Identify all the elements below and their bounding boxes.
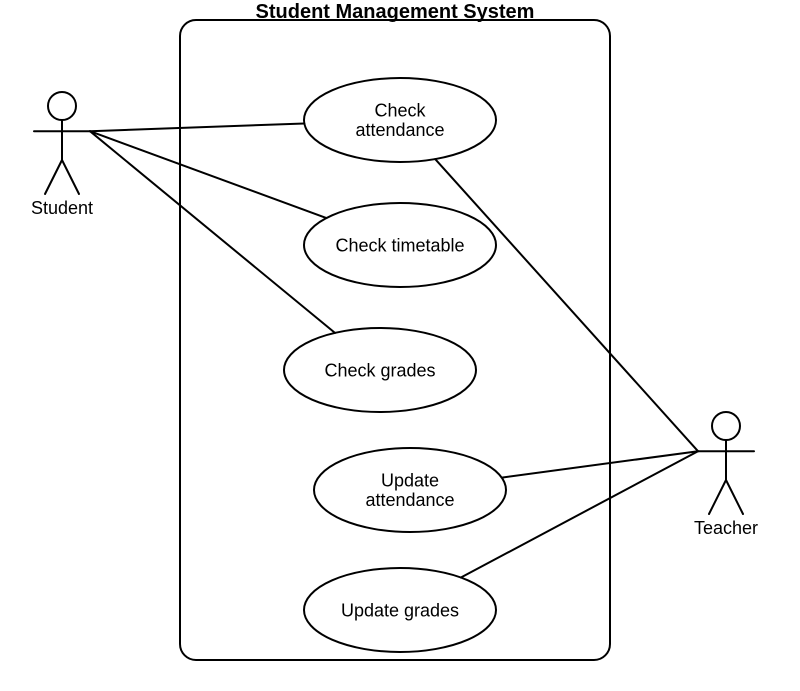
actor-student: Student: [31, 92, 93, 218]
usecase-check_timetable: Check timetable: [304, 203, 496, 287]
system-title: Student Management System: [256, 1, 535, 23]
association-student-check_timetable: [90, 131, 326, 218]
association-teacher-check_attendance: [435, 159, 698, 451]
association-student-check_attendance: [90, 123, 304, 131]
usecase-check_grades: Check grades: [284, 328, 476, 412]
usecase-label-check_grades: Check grades: [324, 360, 435, 380]
usecase-group: Checkattendance Check timetable Check grad…: [284, 78, 506, 652]
association-teacher-update_attendance: [502, 451, 698, 477]
usecase-check_attendance: Checkattendance: [304, 78, 496, 162]
use-case-diagram: Student Management System Checkattendanc…: [0, 0, 800, 691]
actor-label-teacher: Teacher: [694, 518, 758, 538]
association-teacher-update_grades: [461, 451, 698, 577]
usecase-update_attendance: Updateattendance: [314, 448, 506, 532]
usecase-label-check_attendance: Checkattendance: [355, 100, 444, 140]
actor-teacher: Teacher: [694, 412, 758, 538]
usecase-update_grades: Update grades: [304, 568, 496, 652]
usecase-label-check_timetable: Check timetable: [335, 235, 464, 255]
usecase-label-update_attendance: Updateattendance: [365, 470, 454, 510]
actor-label-student: Student: [31, 198, 93, 218]
association-student-check_grades: [90, 131, 335, 333]
usecase-label-update_grades: Update grades: [341, 600, 459, 620]
